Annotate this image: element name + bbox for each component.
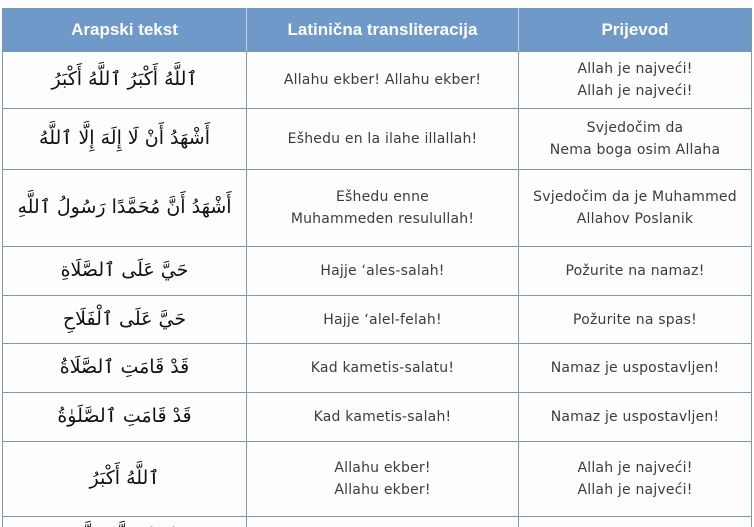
- translation-line: Allahov Poslanik: [576, 211, 694, 227]
- table-header: Arapski tekst Latinična transliteracija …: [2, 8, 752, 52]
- arabic-text: أَشْهَدُ أَنْ لَا إِلَهَ إِلَّا ٱللَّهُ: [39, 127, 210, 150]
- transliteration-cell: Allahu ekber! Allahu ekber!: [246, 51, 519, 109]
- arabic-cell: لَا إِلَهَ إِلَّا ٱللَّهُ: [2, 516, 247, 527]
- translation-cell: Požurite na namaz!: [518, 246, 752, 296]
- transliteration-line: Allahu ekber!: [334, 460, 431, 476]
- transliteration-cell: La ilahe illallah!: [246, 516, 519, 527]
- arabic-text: قَدْ قَامَتِ ٱلصَّلَوٰةُ: [57, 405, 192, 428]
- translation-line: Svjedočim da je Muhammed: [533, 189, 737, 205]
- arabic-cell: حَيَّ عَلَى ٱلْفَلَاحِ: [2, 295, 247, 344]
- arabic-text: ٱللَّهُ أَكْبَرُ: [89, 467, 160, 490]
- translation-line: Svjedočim da: [586, 120, 684, 136]
- transliteration-line: Kad kametis-salah!: [313, 409, 452, 425]
- table-row: أَشْهَدُ أَنْ لَا إِلَهَ إِلَّا ٱللَّهُ E…: [2, 108, 752, 170]
- arabic-text: حَيَّ عَلَى ٱلصَّلَاةِ: [60, 259, 189, 282]
- table-row: حَيَّ عَلَى ٱلصَّلَاةِ Hajje ‘ales-salah!…: [2, 246, 752, 296]
- translation-line: Allah je najveći!: [577, 61, 693, 77]
- table-row: قَدْ قَامَتِ ٱلصَّلَاةُ Kad kametis-salat…: [2, 343, 752, 393]
- transliteration-line: Allahu ekber!: [334, 482, 431, 498]
- transliteration-cell: Kad kametis-salah!: [246, 392, 519, 442]
- arabic-text: ٱللَّهُ أَكْبَرُ ٱللَّهُ أَكْبَرُ: [51, 68, 198, 91]
- table-row: ٱللَّهُ أَكْبَرُ Allahu ekber! Allahu ekbe…: [2, 441, 752, 517]
- transliteration-cell: Allahu ekber! Allahu ekber!: [246, 441, 519, 517]
- arabic-cell: أَشْهَدُ أَنَّ مُحَمَّدًا رَسُولُ ٱللَّه…: [2, 169, 247, 247]
- arabic-cell: أَشْهَدُ أَنْ لَا إِلَهَ إِلَّا ٱللَّهُ: [2, 108, 247, 170]
- translation-line: Namaz je uspostavljen!: [550, 409, 720, 425]
- arabic-cell: ٱللَّهُ أَكْبَرُ: [2, 441, 247, 517]
- transliteration-line: Kad kametis-salatu!: [310, 360, 455, 376]
- transliteration-line: Hajje ‘ales-salah!: [320, 263, 445, 279]
- table-row: حَيَّ عَلَى ٱلْفَلَاحِ Hajje ‘alel-felah!…: [2, 295, 752, 344]
- table-body: ٱللَّهُ أَكْبَرُ ٱللَّهُ أَكْبَرُ Allahu …: [2, 51, 752, 527]
- transliteration-line: Ešhedu en la ilahe illallah!: [287, 131, 478, 147]
- table-row: قَدْ قَامَتِ ٱلصَّلَوٰةُ Kad kametis-sala…: [2, 392, 752, 442]
- arabic-text: أَشْهَدُ أَنَّ مُحَمَّدًا رَسُولُ ٱللَّه…: [17, 196, 232, 219]
- transliteration-cell: Hajje ‘alel-felah!: [246, 295, 519, 344]
- translation-cell: Namaz je uspostavljen!: [518, 392, 752, 442]
- adhan-table: Arapski tekst Latinična transliteracija …: [2, 8, 752, 527]
- transliteration-cell: Ešhedu en la ilahe illallah!: [246, 108, 519, 170]
- table-row: أَشْهَدُ أَنَّ مُحَمَّدًا رَسُولُ ٱللَّه…: [2, 169, 752, 247]
- arabic-cell: ٱللَّهُ أَكْبَرُ ٱللَّهُ أَكْبَرُ: [2, 51, 247, 109]
- header-row: Arapski tekst Latinična transliteracija …: [2, 8, 752, 52]
- arabic-cell: قَدْ قَامَتِ ٱلصَّلَوٰةُ: [2, 392, 247, 442]
- transliteration-line: Allahu ekber! Allahu ekber!: [283, 72, 482, 88]
- header-latin-transliteration: Latinična transliteracija: [246, 8, 519, 52]
- transliteration-cell: Kad kametis-salatu!: [246, 343, 519, 393]
- translation-cell: Allah je najveći! Allah je najveći!: [518, 51, 752, 109]
- translation-cell: Požurite na spas!: [518, 295, 752, 344]
- arabic-cell: قَدْ قَامَتِ ٱلصَّلَاةُ: [2, 343, 247, 393]
- arabic-text: قَدْ قَامَتِ ٱلصَّلَاةُ: [59, 356, 190, 379]
- arabic-text: حَيَّ عَلَى ٱلْفَلَاحِ: [62, 307, 187, 330]
- translation-cell: Svjedočim da Nema boga osim Allaha: [518, 108, 752, 170]
- table-row: لَا إِلَهَ إِلَّا ٱللَّهُLa ilahe illall…: [2, 516, 752, 527]
- translation-line: Požurite na spas!: [573, 311, 697, 328]
- translation-line: Allah je najveći!: [577, 482, 693, 498]
- transliteration-cell: Ešhedu enne Muhammeden resulullah!: [246, 169, 519, 247]
- transliteration-cell: Hajje ‘ales-salah!: [246, 246, 519, 296]
- translation-cell: Allah je najveći! Allah je najveći!: [518, 441, 752, 517]
- translation-line: Allah je najveći!: [577, 460, 693, 476]
- header-translation: Prijevod: [518, 8, 752, 52]
- translation-line: Namaz je uspostavljen!: [550, 360, 720, 376]
- translation-cell: Nema boga osim Allaha!: [518, 516, 752, 527]
- translation-cell: Svjedočim da je Muhammed Allahov Poslanik: [518, 169, 752, 247]
- transliteration-line: Ešhedu enne: [335, 189, 429, 205]
- table-row: ٱللَّهُ أَكْبَرُ ٱللَّهُ أَكْبَرُ Allahu …: [2, 51, 752, 109]
- transliteration-line: Muhammeden resulullah!: [290, 211, 475, 227]
- header-arabic-text: Arapski tekst: [2, 8, 247, 52]
- translation-cell: Namaz je uspostavljen!: [518, 343, 752, 393]
- translation-line: Allah je najveći!: [577, 83, 693, 99]
- transliteration-line: Hajje ‘alel-felah!: [323, 311, 442, 328]
- arabic-cell: حَيَّ عَلَى ٱلصَّلَاةِ: [2, 246, 247, 296]
- translation-line: Nema boga osim Allaha: [549, 142, 721, 158]
- translation-line: Požurite na namaz!: [565, 263, 705, 279]
